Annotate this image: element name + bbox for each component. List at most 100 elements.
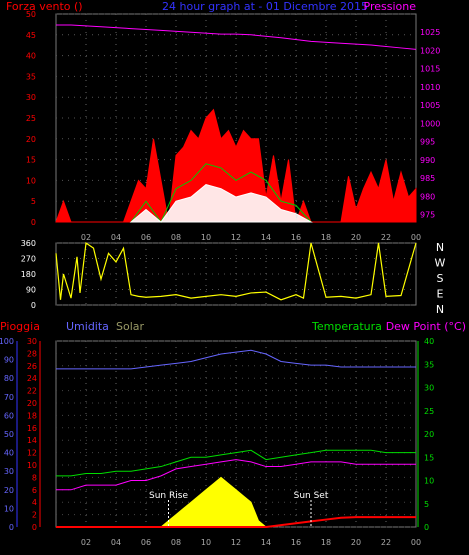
temp-tick-label: 30 (424, 384, 434, 393)
rain-tick-label: 12 (27, 449, 37, 458)
dewpoint-label: Dew Point (°C) (386, 320, 466, 333)
rain-tick-label: 4 (32, 498, 37, 507)
x-tick-label: 16 (291, 538, 301, 547)
compass-label: N (436, 303, 444, 316)
rain-label: Pioggia (0, 320, 40, 333)
y-right-tick-label: 1000 (420, 119, 440, 128)
y-tick-label: 90 (26, 286, 36, 295)
x-tick-label: 02 (81, 538, 91, 547)
sunset-label: Sun Set (294, 491, 329, 501)
x-tick-label: 00 (411, 538, 421, 547)
rain-tick-label: 24 (27, 374, 37, 383)
x-tick-label: 22 (381, 233, 391, 242)
y-tick-label: 270 (21, 255, 36, 264)
x-tick-label: 06 (141, 233, 151, 242)
rain-tick-label: 30 (27, 337, 37, 346)
temp-tick-label: 40 (424, 337, 434, 346)
humidity-tick-label: 0 (9, 523, 14, 532)
humidity-tick-label: 20 (4, 486, 14, 495)
dewpoint-line (56, 459, 416, 491)
y-left-tick-label: 15 (26, 156, 36, 165)
y-tick-label: 180 (21, 270, 36, 279)
y-left-tick-label: 40 (26, 52, 36, 61)
temperature-label: Temperatura (311, 320, 382, 333)
sunrise-label: Sun Rise (149, 491, 188, 501)
temp-tick-label: 5 (424, 500, 429, 509)
rain-line (56, 516, 416, 528)
y-left-tick-label: 50 (26, 10, 36, 19)
x-tick-label: 14 (261, 233, 271, 242)
compass-label: N (436, 241, 444, 254)
temperature-line (56, 449, 416, 477)
temp-tick-label: 0 (424, 523, 429, 532)
y-tick-label: 360 (21, 239, 36, 248)
y-right-tick-label: 980 (420, 192, 435, 201)
y-left-tick-label: 45 (26, 31, 36, 40)
x-tick-label: 04 (111, 233, 121, 242)
x-tick-label: 06 (141, 538, 151, 547)
temp-tick-label: 20 (424, 430, 434, 439)
wind-pressure-panel: 0510152025303540455097598098599099510001… (26, 10, 441, 242)
y-right-tick-label: 1015 (420, 65, 440, 74)
y-left-tick-label: 5 (31, 197, 36, 206)
humidity-tick-label: 50 (4, 430, 14, 439)
pressure-line (56, 24, 417, 50)
solar-area (146, 476, 268, 528)
rain-tick-label: 8 (32, 473, 37, 482)
chart-title: 24 hour graph at - 01 Dicembre 2015 (162, 0, 368, 13)
y-right-tick-label: 995 (420, 138, 435, 147)
pressure-axis-label: Pressione (364, 0, 417, 13)
temp-humidity-panel: 0102030405060708090100024681012141618202… (0, 337, 434, 547)
wind-direction-line (55, 241, 417, 301)
x-tick-label: 12 (231, 538, 241, 547)
y-left-tick-label: 30 (26, 93, 36, 102)
x-tick-label: 18 (321, 233, 331, 242)
x-tick-label: 00 (411, 233, 421, 242)
x-tick-label: 04 (111, 538, 121, 547)
humidity-tick-label: 90 (4, 356, 14, 365)
humidity-tick-label: 70 (4, 393, 14, 402)
y-right-tick-label: 985 (420, 174, 435, 183)
humidity-tick-label: 10 (4, 504, 14, 513)
compass-label: S (437, 272, 444, 285)
x-tick-label: 12 (231, 233, 241, 242)
solar-label: Solar (116, 320, 145, 333)
x-tick-label: 10 (201, 233, 211, 242)
rain-tick-label: 28 (27, 349, 37, 358)
x-tick-label: 16 (291, 233, 301, 242)
humidity-label: Umidita (66, 320, 109, 333)
humidity-tick-label: 30 (4, 467, 14, 476)
y-left-tick-label: 20 (26, 135, 36, 144)
x-tick-label: 14 (261, 538, 271, 547)
rain-tick-label: 20 (27, 399, 37, 408)
x-tick-label: 20 (351, 233, 361, 242)
x-tick-label: 08 (171, 538, 181, 547)
rain-tick-label: 2 (32, 511, 37, 520)
compass-label: W (435, 257, 446, 270)
wind-average-area (130, 163, 313, 223)
x-tick-label: 22 (381, 538, 391, 547)
x-tick-label: 08 (171, 233, 181, 242)
compass-label: E (437, 288, 444, 301)
humidity-tick-label: 60 (4, 411, 14, 420)
x-tick-label: 02 (81, 233, 91, 242)
humidity-line (56, 349, 416, 370)
rain-tick-label: 14 (27, 436, 37, 445)
temp-tick-label: 15 (424, 453, 434, 462)
temp-tick-label: 35 (424, 360, 434, 369)
x-tick-label: 10 (201, 538, 211, 547)
rain-tick-label: 10 (27, 461, 37, 470)
x-tick-label: 18 (321, 538, 331, 547)
temp-tick-label: 25 (424, 407, 434, 416)
y-left-tick-label: 10 (26, 176, 36, 185)
y-left-tick-label: 35 (26, 72, 36, 81)
y-right-tick-label: 975 (420, 211, 435, 220)
humidity-tick-label: 80 (4, 374, 14, 383)
humidity-tick-label: 40 (4, 449, 14, 458)
y-right-tick-label: 990 (420, 156, 435, 165)
humidity-tick-label: 100 (0, 337, 14, 346)
y-right-tick-label: 1025 (420, 28, 440, 37)
y-right-tick-label: 1020 (420, 46, 440, 55)
